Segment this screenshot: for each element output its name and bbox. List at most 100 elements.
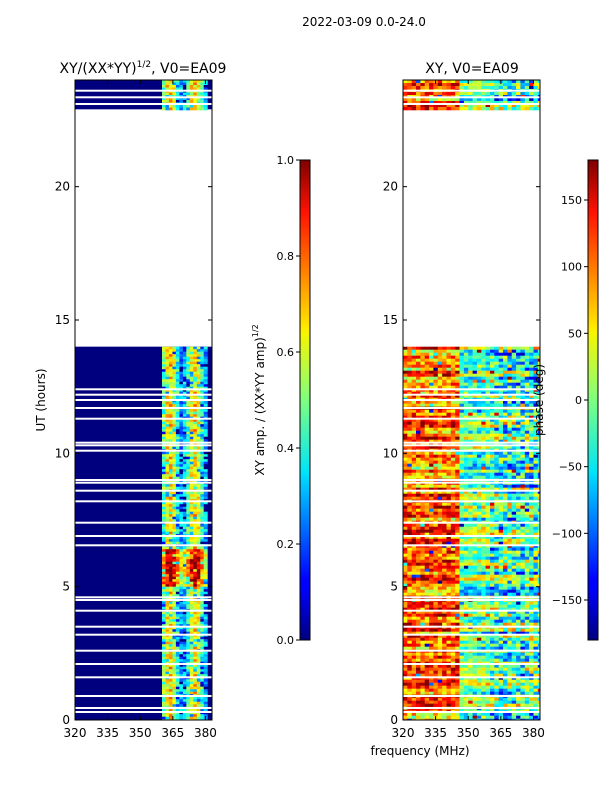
- phase-cell: [472, 445, 478, 449]
- amplitude-cell: [162, 404, 166, 407]
- amplitude-cell: [186, 549, 191, 552]
- amplitude-cell: [168, 626, 173, 630]
- phase-cell: [450, 553, 456, 557]
- amplitude-cell: [200, 664, 205, 667]
- amplitude-cell: [203, 626, 208, 630]
- phase-cell: [529, 352, 534, 356]
- amplitude-cell: [172, 701, 177, 705]
- phase-cell: [520, 511, 526, 515]
- phase-cell: [520, 421, 526, 425]
- amplitude-cell: [203, 484, 208, 487]
- phase-cell: [537, 559, 540, 563]
- phase-cell: [494, 493, 500, 497]
- phase-cell: [463, 418, 469, 422]
- amplitude-cell: [168, 639, 173, 642]
- phase-cell: [468, 373, 474, 377]
- amplitude-cell: [186, 571, 191, 575]
- phase-cell: [485, 541, 491, 545]
- amplitude-cell: [189, 591, 194, 595]
- phase-cell: [516, 430, 521, 434]
- phase-cell: [524, 475, 530, 479]
- amplitude-cell: [165, 604, 170, 607]
- phase-cell: [533, 385, 539, 389]
- phase-cell: [498, 445, 504, 449]
- amplitude-cell: [172, 689, 177, 692]
- amplitude-cell: [165, 349, 170, 352]
- amplitude-cell: [179, 381, 184, 385]
- amplitude-cell: [168, 351, 173, 355]
- phase-cell: [416, 367, 421, 371]
- phase-cell: [485, 364, 491, 368]
- amplitude-cell: [162, 646, 166, 650]
- phase-cell: [490, 511, 495, 515]
- amplitude-cell: [168, 504, 173, 507]
- amplitude-cell: [179, 549, 184, 552]
- phase-cell: [481, 502, 487, 506]
- amplitude-cell: [172, 349, 177, 352]
- amplitude-cell: [182, 359, 187, 362]
- phase-cell: [537, 433, 540, 437]
- amplitude-cell: [196, 666, 201, 670]
- phase-cell: [450, 460, 456, 464]
- phase-cell: [476, 586, 482, 590]
- amplitude-cell: [203, 684, 208, 687]
- x-tick-label: 335: [96, 726, 119, 740]
- phase-cell: [416, 601, 421, 605]
- amplitude-cell: [193, 591, 198, 595]
- phase-cell: [403, 529, 408, 533]
- phase-cell: [437, 439, 443, 443]
- phase-cell: [468, 355, 474, 359]
- phase-cell: [403, 592, 408, 596]
- phase-cell: [511, 424, 517, 428]
- amplitude-cell: [179, 631, 184, 635]
- phase-cell: [455, 346, 461, 350]
- phase-cell: [442, 352, 447, 356]
- amplitude-cell: [175, 454, 180, 457]
- phase-cell: [420, 382, 426, 386]
- phase-cell: [533, 394, 539, 398]
- phase-cell: [429, 424, 434, 428]
- phase-cell: [420, 430, 426, 434]
- phase-cell: [407, 538, 413, 542]
- phase-cell: [433, 577, 439, 581]
- phase-cell: [459, 475, 465, 479]
- amplitude-cell: [175, 666, 180, 670]
- amplitude-cell: [196, 486, 201, 490]
- amplitude-cell: [172, 574, 177, 577]
- phase-cell: [437, 604, 443, 608]
- phase-cell: [524, 487, 530, 491]
- amplitude-cell: [168, 619, 173, 622]
- phase-cell: [403, 490, 408, 494]
- amplitude-colorbar-label-sup: 1/2: [251, 324, 260, 337]
- phase-cell: [420, 445, 426, 449]
- amplitude-cell: [179, 87, 184, 91]
- phase-cell: [520, 424, 526, 428]
- amplitude-cell: [186, 429, 191, 432]
- phase-cell: [429, 556, 434, 560]
- amplitude-cell: [189, 349, 194, 352]
- amplitude-cell: [196, 526, 201, 530]
- amplitude-cell: [200, 374, 205, 377]
- phase-cell: [411, 538, 417, 542]
- amplitude-cell: [182, 644, 187, 647]
- phase-cell: [411, 415, 417, 419]
- phase-cell: [485, 439, 491, 443]
- amplitude-cell: [165, 601, 170, 605]
- amplitude-cell: [200, 439, 205, 442]
- amplitude-cell: [196, 461, 201, 465]
- phase-cell: [529, 460, 534, 464]
- phase-cell: [476, 370, 482, 374]
- phase-cell: [463, 505, 469, 509]
- phase-cell: [494, 436, 500, 440]
- amplitude-cell: [162, 369, 166, 372]
- amplitude-cell: [168, 616, 173, 620]
- phase-cell: [411, 433, 417, 437]
- amplitude-cell: [175, 616, 180, 620]
- amplitude-cell: [172, 361, 177, 365]
- amplitude-cell: [189, 431, 194, 435]
- phase-cell: [507, 601, 513, 605]
- phase-cell: [472, 574, 478, 578]
- amplitude-cell: [168, 666, 173, 670]
- amplitude-title: XY/(XX*YY)1/2, V0=EA09: [60, 60, 227, 77]
- amplitude-cell: [196, 384, 201, 387]
